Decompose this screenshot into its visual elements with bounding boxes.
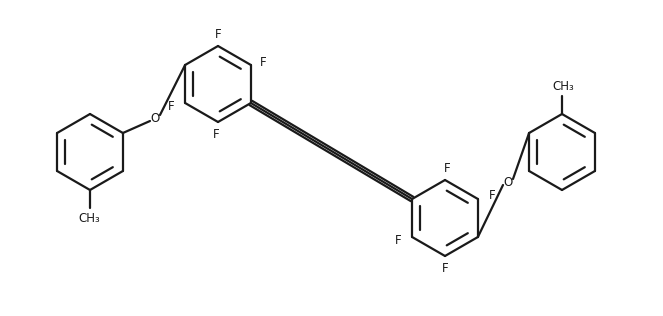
Text: F: F [215,27,221,40]
Text: CH₃: CH₃ [552,80,574,93]
Text: F: F [444,161,450,174]
Text: F: F [442,262,448,275]
Text: O: O [151,112,160,125]
Text: F: F [394,234,401,246]
Text: F: F [168,100,174,112]
Text: CH₃: CH₃ [78,211,100,224]
Text: F: F [260,56,267,69]
Text: F: F [489,190,495,203]
Text: O: O [503,175,512,189]
Text: F: F [213,127,219,141]
